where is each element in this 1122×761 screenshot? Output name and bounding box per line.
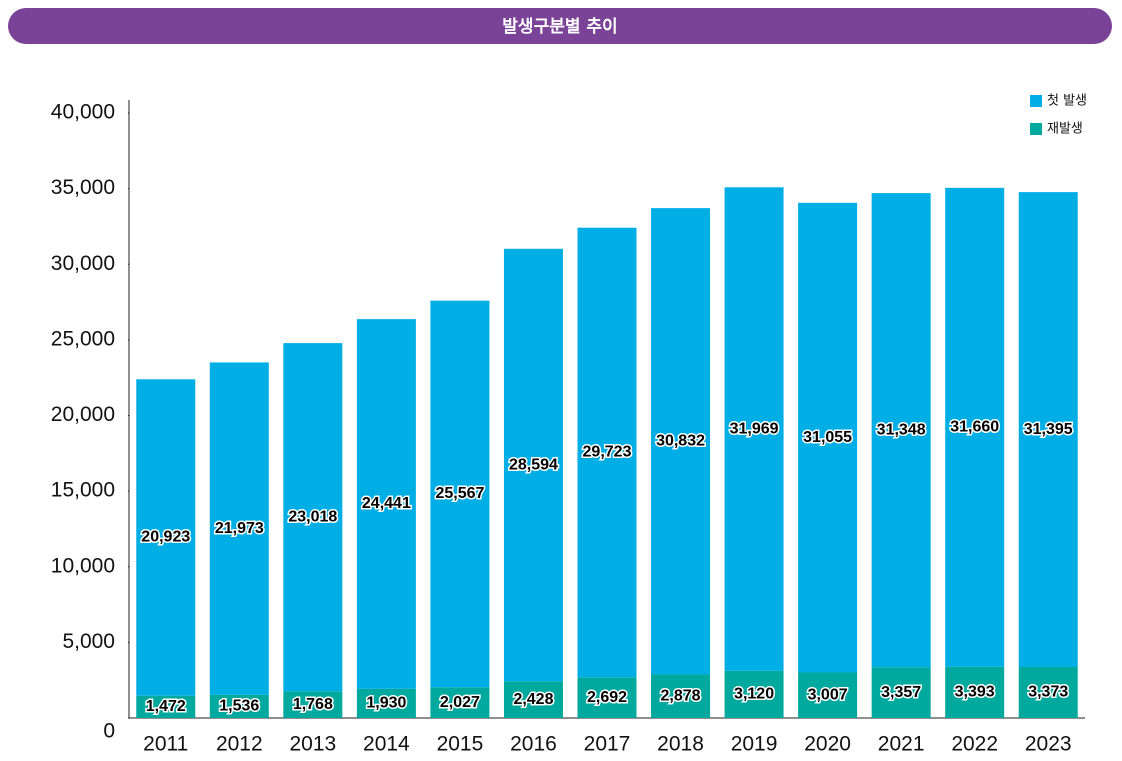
bar-segment [577, 677, 637, 718]
x-tick-label: 2011 [143, 733, 188, 756]
bar-segment [136, 379, 196, 696]
value-label: 31,055 [803, 429, 852, 446]
bar-segment [1018, 666, 1078, 718]
value-label: 21,973 [215, 520, 264, 537]
chart-title: 발생구분별 추이 [502, 17, 617, 37]
x-tick-label: 2015 [437, 733, 484, 756]
x-tick-label: 2018 [657, 733, 704, 756]
y-tick-label: 25,000 [51, 327, 115, 350]
value-label: 3,357 [881, 684, 921, 701]
bar-segment [871, 667, 931, 718]
value-label: 31,969 [730, 420, 779, 437]
value-label: 25,567 [435, 485, 484, 502]
bar-segment [503, 681, 563, 718]
y-tick-label: 15,000 [51, 479, 115, 502]
legend-swatch [1030, 123, 1042, 135]
y-tick-label: 35,000 [51, 176, 115, 199]
value-label: 1,536 [219, 698, 259, 715]
value-label: 3,373 [1028, 684, 1068, 701]
y-tick-label: 10,000 [51, 554, 115, 577]
value-label: 1,768 [293, 696, 333, 713]
x-tick-label: 2012 [216, 733, 263, 756]
value-label: 31,660 [950, 418, 999, 435]
value-label: 2,428 [513, 691, 553, 708]
value-label: 23,018 [288, 508, 337, 525]
value-label: 2,027 [440, 694, 480, 711]
bar-segment [356, 319, 416, 689]
value-label: 31,395 [1024, 421, 1073, 438]
x-tick-label: 2021 [878, 733, 925, 756]
x-tick-label: 2019 [731, 733, 778, 756]
x-tick-label: 2016 [510, 733, 557, 756]
value-label: 20,923 [141, 529, 190, 546]
value-label: 1,472 [146, 698, 186, 715]
bar-segment [1018, 192, 1078, 667]
legend-label: 재발생 [1047, 122, 1083, 137]
bar-segment [798, 202, 858, 673]
value-label: 3,393 [955, 684, 995, 701]
y-tick-label: 40,000 [51, 101, 115, 124]
bar-segment [283, 343, 343, 692]
x-tick-label: 2014 [363, 733, 410, 756]
y-tick-label: 0 [103, 720, 115, 743]
bar-segment [356, 688, 416, 718]
value-label: 2,878 [661, 687, 701, 704]
bar-segment [798, 672, 858, 718]
y-tick-label: 30,000 [51, 252, 115, 275]
value-label: 28,594 [509, 456, 558, 473]
x-tick-label: 2023 [1025, 733, 1072, 756]
value-label: 24,441 [362, 495, 411, 512]
bar-segment [724, 670, 784, 718]
bar-segment [136, 695, 196, 718]
bar-segment [503, 248, 563, 682]
value-label: 2,692 [587, 689, 627, 706]
bar-segment [430, 687, 490, 718]
x-tick-label: 2013 [289, 733, 336, 756]
bar-segment [283, 691, 343, 718]
bar-segment [209, 362, 269, 695]
bar-segment [724, 187, 784, 671]
value-label: 1,930 [366, 695, 406, 712]
bar-segment [209, 694, 269, 718]
bar-segment [651, 208, 711, 675]
y-tick-label: 5,000 [62, 630, 115, 653]
value-label: 3,120 [734, 686, 774, 703]
title-banner [8, 8, 1112, 44]
x-tick-label: 2017 [584, 733, 631, 756]
value-label: 29,723 [583, 444, 632, 461]
value-label: 3,007 [808, 686, 848, 703]
bar-segment [945, 187, 1005, 667]
bar-segment [430, 300, 490, 688]
bar-segment [871, 193, 931, 668]
legend-swatch [1030, 95, 1042, 107]
y-tick-label: 20,000 [51, 403, 115, 426]
bar-segment [945, 666, 1005, 718]
bar-segment [577, 227, 637, 678]
bar-segment [651, 674, 711, 718]
value-label: 31,348 [877, 421, 926, 438]
x-tick-label: 2020 [804, 733, 851, 756]
x-tick-label: 2022 [951, 733, 998, 756]
legend-label: 첫 발생 [1047, 94, 1087, 109]
value-label: 30,832 [656, 433, 705, 450]
